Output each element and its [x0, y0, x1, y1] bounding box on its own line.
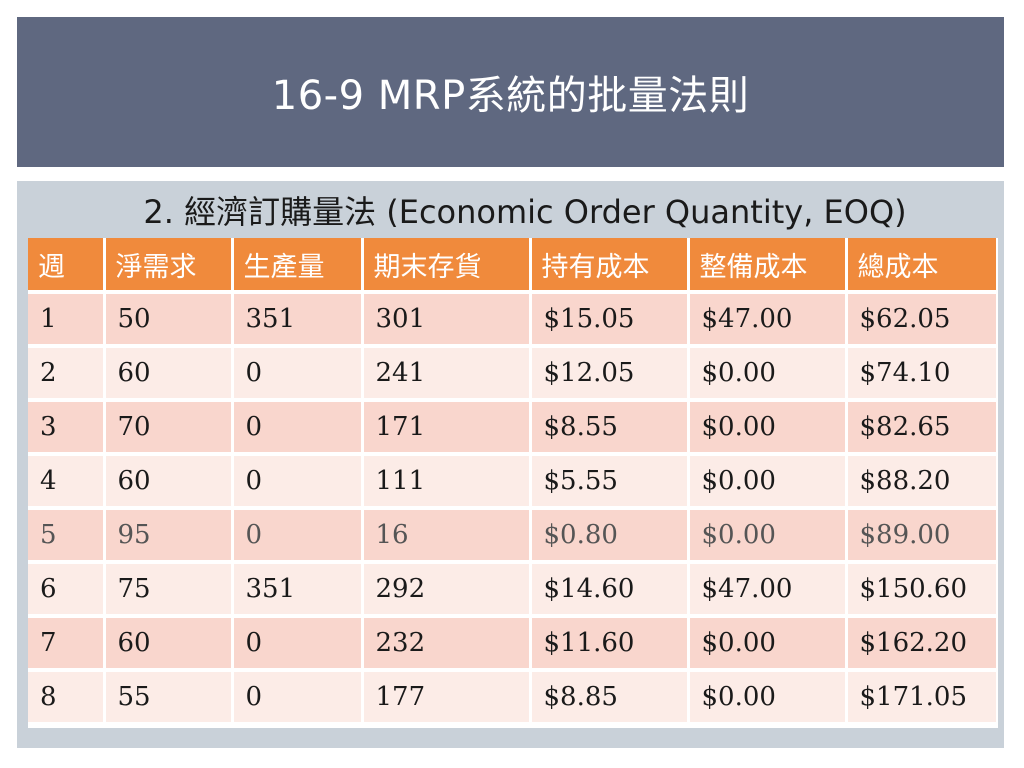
cell-production-quantity: 0: [232, 670, 364, 726]
cell-holding-cost: $0.80: [530, 508, 690, 564]
slide-subtitle: 2. 經濟訂購量法 (Economic Order Quantity, EOQ): [143, 193, 907, 231]
eoq-lot-sizing-table: 週 淨需求 生產量 期末存貨 持有成本 整備成本 總成本 1 50 351 30…: [28, 238, 996, 726]
cell-holding-cost: $15.05: [530, 292, 690, 348]
cell-production-quantity: 0: [232, 454, 364, 510]
cell-holding-cost: $8.85: [530, 670, 690, 726]
cell-holding-cost: $11.60: [530, 616, 690, 672]
cell-net-demand: 95: [104, 508, 234, 564]
cell-total-cost: $89.00: [846, 508, 996, 564]
cell-week: 1: [28, 292, 106, 348]
cell-setup-cost: $47.00: [688, 292, 848, 348]
eoq-table-container: 週 淨需求 生產量 期末存貨 持有成本 整備成本 總成本 1 50 351 30…: [28, 238, 998, 728]
cell-setup-cost: $0.00: [688, 508, 848, 564]
cell-ending-inventory: 111: [362, 454, 532, 510]
cell-week: 5: [28, 508, 106, 564]
cell-total-cost: $171.05: [846, 670, 996, 726]
table-row: 8 55 0 177 $8.85 $0.00 $171.05: [28, 670, 996, 726]
cell-setup-cost: $47.00: [688, 562, 848, 618]
table-header-row: 週 淨需求 生產量 期末存貨 持有成本 整備成本 總成本: [28, 238, 996, 294]
cell-total-cost: $150.60: [846, 562, 996, 618]
cell-net-demand: 50: [104, 292, 234, 348]
cell-week: 6: [28, 562, 106, 618]
cell-ending-inventory: 292: [362, 562, 532, 618]
cell-ending-inventory: 301: [362, 292, 532, 348]
header-week: 週: [28, 238, 106, 294]
header-production-quantity: 生產量: [232, 238, 364, 294]
cell-production-quantity: 0: [232, 346, 364, 402]
cell-net-demand: 60: [104, 346, 234, 402]
cell-ending-inventory: 177: [362, 670, 532, 726]
cell-total-cost: $82.65: [846, 400, 996, 456]
table-row: 6 75 351 292 $14.60 $47.00 $150.60: [28, 562, 996, 618]
cell-total-cost: $88.20: [846, 454, 996, 510]
cell-setup-cost: $0.00: [688, 400, 848, 456]
cell-week: 3: [28, 400, 106, 456]
table-row: 3 70 0 171 $8.55 $0.00 $82.65: [28, 400, 996, 456]
cell-production-quantity: 0: [232, 616, 364, 672]
cell-ending-inventory: 16: [362, 508, 532, 564]
header-total-cost: 總成本: [846, 238, 996, 294]
header-setup-cost: 整備成本: [688, 238, 848, 294]
cell-ending-inventory: 232: [362, 616, 532, 672]
cell-week: 7: [28, 616, 106, 672]
header-ending-inventory: 期末存貨: [362, 238, 532, 294]
table-row: 5 95 0 16 $0.80 $0.00 $89.00: [28, 508, 996, 564]
slide-title-bar: 16-9 MRP系統的批量法則: [17, 17, 1004, 167]
cell-week: 4: [28, 454, 106, 510]
table-row: 2 60 0 241 $12.05 $0.00 $74.10: [28, 346, 996, 402]
cell-ending-inventory: 171: [362, 400, 532, 456]
cell-setup-cost: $0.00: [688, 616, 848, 672]
cell-production-quantity: 0: [232, 400, 364, 456]
cell-total-cost: $162.20: [846, 616, 996, 672]
cell-holding-cost: $8.55: [530, 400, 690, 456]
cell-net-demand: 55: [104, 670, 234, 726]
cell-net-demand: 75: [104, 562, 234, 618]
cell-holding-cost: $14.60: [530, 562, 690, 618]
cell-total-cost: $62.05: [846, 292, 996, 348]
table-row: 4 60 0 111 $5.55 $0.00 $88.20: [28, 454, 996, 510]
cell-total-cost: $74.10: [846, 346, 996, 402]
table-row: 7 60 0 232 $11.60 $0.00 $162.20: [28, 616, 996, 672]
cell-holding-cost: $12.05: [530, 346, 690, 402]
cell-net-demand: 60: [104, 616, 234, 672]
header-net-demand: 淨需求: [104, 238, 234, 294]
slide-title: 16-9 MRP系統的批量法則: [271, 73, 750, 119]
cell-setup-cost: $0.00: [688, 670, 848, 726]
cell-production-quantity: 351: [232, 292, 364, 348]
table-row: 1 50 351 301 $15.05 $47.00 $62.05: [28, 292, 996, 348]
header-holding-cost: 持有成本: [530, 238, 690, 294]
cell-net-demand: 70: [104, 400, 234, 456]
cell-setup-cost: $0.00: [688, 346, 848, 402]
cell-week: 2: [28, 346, 106, 402]
cell-week: 8: [28, 670, 106, 726]
cell-ending-inventory: 241: [362, 346, 532, 402]
cell-setup-cost: $0.00: [688, 454, 848, 510]
cell-production-quantity: 0: [232, 508, 364, 564]
cell-net-demand: 60: [104, 454, 234, 510]
cell-production-quantity: 351: [232, 562, 364, 618]
cell-holding-cost: $5.55: [530, 454, 690, 510]
